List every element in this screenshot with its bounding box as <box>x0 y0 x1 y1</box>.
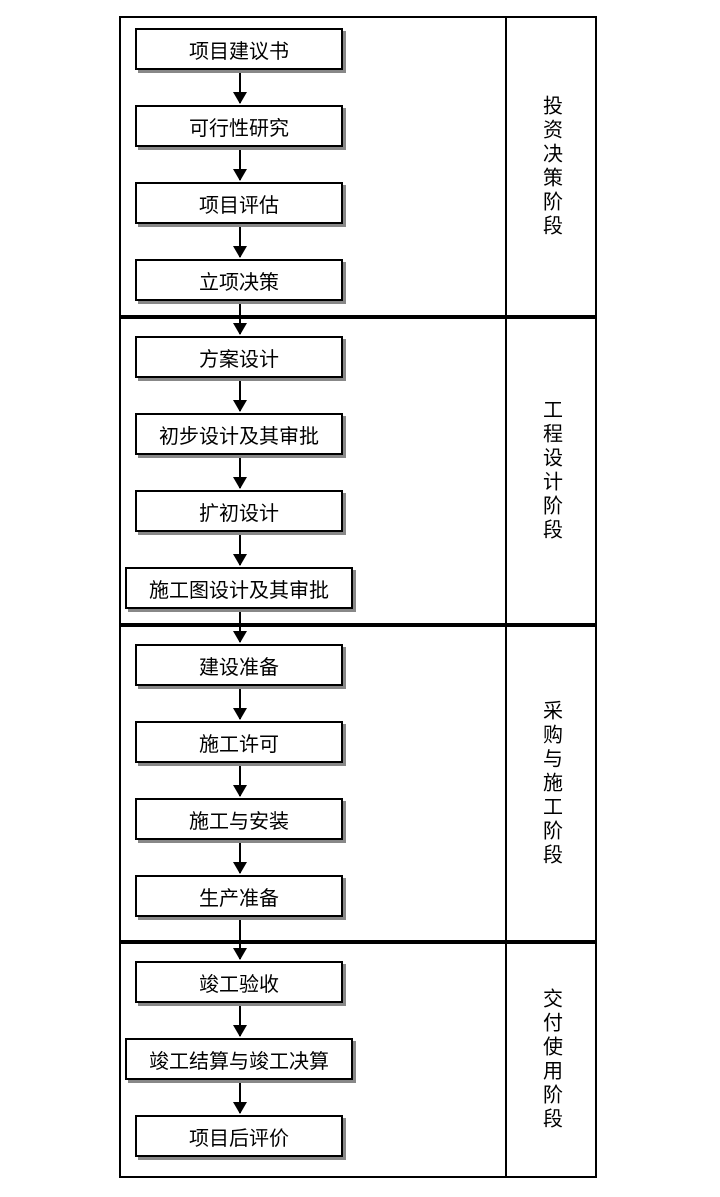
arrow-n4-n5 <box>239 301 241 334</box>
flow-node-n9: 建设准备 <box>135 644 343 686</box>
flow-node-n8: 施工图设计及其审批 <box>125 567 353 609</box>
flow-node-label: 方案设计 <box>199 343 279 372</box>
phase-label-1: 工程设计阶段 <box>505 317 597 625</box>
flow-node-n3: 项目评估 <box>135 182 343 224</box>
flow-node-label: 初步设计及其审批 <box>159 420 319 449</box>
flow-node-label: 立项决策 <box>199 266 279 295</box>
arrow-n1-n2 <box>239 70 241 103</box>
flow-node-n4: 立项决策 <box>135 259 343 301</box>
arrow-n3-n4 <box>239 224 241 257</box>
flow-node-n7: 扩初设计 <box>135 490 343 532</box>
flow-node-label: 施工图设计及其审批 <box>149 574 329 603</box>
arrow-n7-n8 <box>239 532 241 565</box>
flow-node-n2: 可行性研究 <box>135 105 343 147</box>
flow-node-n15: 项目后评价 <box>135 1115 343 1157</box>
arrow-n14-n15 <box>239 1080 241 1113</box>
arrow-n6-n7 <box>239 455 241 488</box>
flow-node-n10: 施工许可 <box>135 721 343 763</box>
flow-node-n11: 施工与安装 <box>135 798 343 840</box>
arrow-n13-n14 <box>239 1003 241 1036</box>
flow-node-label: 竣工验收 <box>199 968 279 997</box>
flow-node-label: 竣工结算与竣工决算 <box>149 1045 329 1074</box>
flow-node-label: 施工与安装 <box>189 805 289 834</box>
flow-node-n13: 竣工验收 <box>135 961 343 1003</box>
flow-node-label: 施工许可 <box>199 728 279 757</box>
phase-label-2: 采购与施工阶段 <box>505 625 597 942</box>
flow-node-n6: 初步设计及其审批 <box>135 413 343 455</box>
flow-node-label: 生产准备 <box>199 882 279 911</box>
flow-node-label: 建设准备 <box>199 651 279 680</box>
arrow-n9-n10 <box>239 686 241 719</box>
flow-node-label: 项目后评价 <box>189 1122 289 1151</box>
phase-label-0: 投资决策阶段 <box>505 16 597 317</box>
flow-node-n1: 项目建议书 <box>135 28 343 70</box>
arrow-n10-n11 <box>239 763 241 796</box>
flow-node-label: 项目建议书 <box>189 35 289 64</box>
phase-label-3: 交付使用阶段 <box>505 942 597 1178</box>
flow-node-label: 项目评估 <box>199 189 279 218</box>
flow-node-label: 扩初设计 <box>199 497 279 526</box>
arrow-n11-n12 <box>239 840 241 873</box>
flow-node-n12: 生产准备 <box>135 875 343 917</box>
flowchart-diagram: 投资决策阶段工程设计阶段采购与施工阶段交付使用阶段 项目建议书可行性研究项目评估立… <box>0 0 720 1197</box>
flow-node-n14: 竣工结算与竣工决算 <box>125 1038 353 1080</box>
arrow-n8-n9 <box>239 609 241 642</box>
flow-node-label: 可行性研究 <box>189 112 289 141</box>
arrow-n12-n13 <box>239 917 241 959</box>
arrow-n5-n6 <box>239 378 241 411</box>
arrow-n2-n3 <box>239 147 241 180</box>
flow-node-n5: 方案设计 <box>135 336 343 378</box>
